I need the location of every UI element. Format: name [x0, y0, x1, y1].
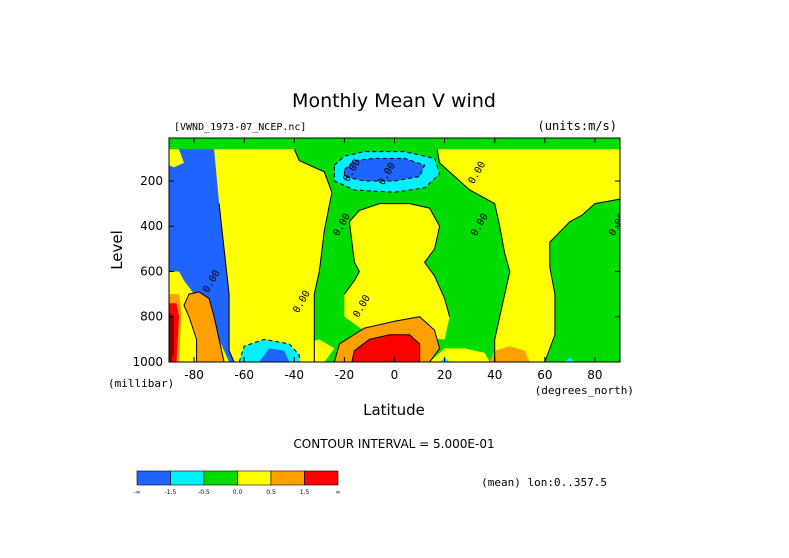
colorbar-swatch-4	[270, 470, 305, 486]
contour-line-10	[238, 338, 300, 362]
colorbar-swatch-3	[237, 470, 272, 486]
filled-region-12	[351, 334, 420, 362]
x-tick-label-4: 0	[391, 368, 399, 382]
contour-line-9	[343, 157, 426, 182]
contour-line-8	[333, 151, 441, 193]
contour-interval-text: CONTOUR INTERVAL = 5.000E-01	[293, 437, 494, 451]
x-axis-ticks: -80 -60 -40 -20 0 20 40 60 80	[184, 138, 603, 382]
x-tick-label-5: 20	[437, 368, 452, 382]
filled-region-17	[564, 357, 575, 362]
x-tick-label-3: -20	[335, 368, 355, 382]
x-tick-label-0: -80	[184, 368, 204, 382]
y-tick-label-0: 200	[140, 174, 163, 188]
contour-line-1	[293, 149, 333, 362]
colorbar-swatch-1	[170, 470, 205, 486]
y-tick-label-2: 600	[140, 264, 163, 278]
contour-line-6	[351, 334, 421, 362]
filled-region-5	[299, 339, 335, 362]
x-tick-label-2: -40	[284, 368, 304, 382]
filled-region-7	[169, 149, 184, 168]
x-axis-label: Latitude	[363, 401, 425, 419]
x-tick-label-1: -60	[234, 368, 254, 382]
filled-region-19	[344, 158, 425, 181]
filled-region-core	[169, 321, 174, 362]
dataset-label: [VWND_1973-07_NCEP.nc]	[174, 122, 306, 133]
plot-area: 0.000.000.000.000.00 0.000.00 0.000.00	[169, 138, 620, 362]
y-tick-label-1: 400	[140, 219, 163, 233]
filled-region-3	[437, 149, 620, 362]
chart-title: Monthly Mean V wind	[292, 90, 496, 112]
y-axis-label: Level	[108, 230, 126, 270]
x-tick-label-8: 80	[587, 368, 602, 382]
colorbar: -∞ -1.5 -0.5 0.0 0.5 1.5 ∞	[133, 470, 341, 496]
filled-region-8	[184, 291, 225, 362]
contour-line-4	[544, 198, 620, 362]
colorbar-swatch-5	[304, 470, 339, 486]
filled-region-10	[489, 346, 530, 362]
filled-region-2	[344, 203, 450, 340]
y-tick-label-3: 800	[140, 310, 163, 324]
contour-line-3	[436, 149, 511, 362]
colorbar-label-0: -∞	[133, 489, 140, 496]
contour-line-0	[218, 203, 235, 362]
colorbar-swatch-2	[203, 470, 238, 486]
y-axis-ticks: 200 400 600 800 1000	[132, 174, 620, 369]
filled-region-1	[214, 149, 332, 362]
colorbar-label-6: ∞	[336, 489, 341, 496]
filled-regions	[169, 149, 620, 362]
y-tick-label-4: 1000	[132, 355, 163, 369]
x-unit-label: (degrees_north)	[535, 384, 634, 397]
colorbar-label-3: 0.0	[233, 489, 243, 496]
x-tick-label-6: 40	[487, 368, 502, 382]
contour-line-2	[343, 203, 451, 317]
colorbar-swatch-0	[136, 470, 171, 486]
y-unit-label: (millibar)	[108, 377, 174, 390]
contour-line-7	[183, 291, 225, 362]
colorbar-label-4: 0.5	[266, 489, 276, 496]
contour-lines	[183, 149, 620, 362]
mean-text: (mean) lon:0..357.5	[481, 476, 607, 489]
x-tick-label-7: 60	[537, 368, 552, 382]
colorbar-label-1: -1.5	[165, 489, 177, 496]
colorbar-label-2: -0.5	[198, 489, 210, 496]
units-label: (units:m/s)	[538, 119, 617, 133]
filled-region-20	[259, 348, 290, 362]
contour-line-5	[333, 316, 441, 362]
colorbar-label-5: 1.5	[300, 489, 310, 496]
